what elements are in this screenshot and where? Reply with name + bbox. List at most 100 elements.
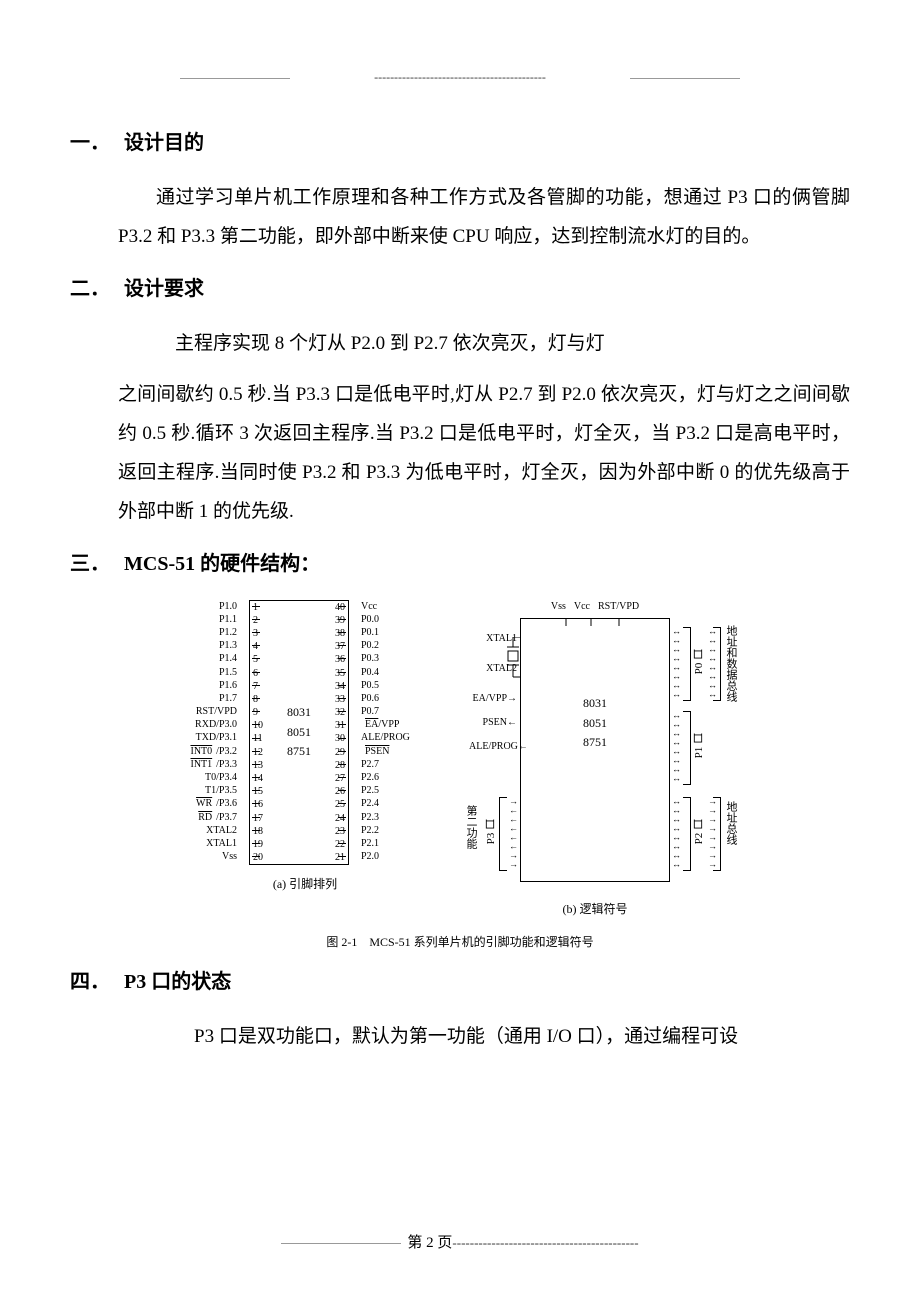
pin-cell: 26 bbox=[335, 785, 345, 798]
pin-cell: 30 bbox=[335, 732, 345, 745]
logic-top-vcc: Vcc bbox=[574, 601, 590, 612]
p2-bracket bbox=[683, 797, 691, 871]
logic-left-ale: ALE/PROG← bbox=[469, 735, 517, 759]
p1-arrows: ↔↔↔↔↔↔↔↔ bbox=[672, 711, 681, 783]
pinout-caption: (a) 引脚排列 bbox=[185, 875, 425, 892]
bus2-label: 地址总线 bbox=[723, 801, 739, 845]
pin-cell: P1.2 bbox=[219, 626, 249, 639]
pin-cell: P2.3 bbox=[349, 811, 379, 824]
para-1: 通过学习单片机工作原理和各种工作方式及各管脚的功能，想通过 P3 口的俩管脚 P… bbox=[118, 179, 850, 257]
pin-cell: RD/P3.7 bbox=[198, 811, 249, 824]
p1-label: P1 口 bbox=[691, 733, 707, 758]
heading-1-num: 一． bbox=[70, 125, 124, 161]
pin-cell: XTAL1 bbox=[206, 837, 249, 850]
pin-cell: P2.5 bbox=[349, 784, 379, 797]
p0-bracket bbox=[683, 627, 691, 701]
pin-cell: 25 bbox=[335, 798, 345, 811]
pin-cell: P2.2 bbox=[349, 824, 379, 837]
pin-cell: P0.1 bbox=[349, 626, 379, 639]
pin-cell: PSEN bbox=[349, 745, 389, 758]
pin-cell: Vss bbox=[222, 850, 249, 863]
heading-3: 三．MCS-51 的硬件结构： bbox=[70, 546, 850, 582]
p2-label: P2 口 bbox=[691, 819, 707, 844]
figure-caption: 图 2-1 MCS-51 系列单片机的引脚功能和逻辑符号 bbox=[170, 933, 750, 950]
pin-cell: P1.3 bbox=[219, 639, 249, 652]
pinout-diagram: P1.0P1.1P1.2P1.3P1.4P1.5P1.6P1.7RST/VPDR… bbox=[185, 600, 425, 893]
pin-cell: 6 bbox=[253, 667, 258, 680]
p3-label: P3 口 bbox=[483, 819, 499, 844]
pin-cell: XTAL2 bbox=[206, 824, 249, 837]
pin-cell: Vcc bbox=[349, 600, 377, 613]
pin-cell: 29 bbox=[335, 746, 345, 759]
pin-cell: P2.7 bbox=[349, 758, 379, 771]
logic-center-8051: 8051 bbox=[583, 714, 607, 733]
top-divider: ----------------------------------------… bbox=[180, 70, 740, 85]
pin-cell: P0.3 bbox=[349, 652, 379, 665]
pin-cell: INT1/P3.3 bbox=[190, 758, 249, 771]
footer-dashes: ----------------------------------------… bbox=[452, 1235, 638, 1250]
p0-label: P0 口 bbox=[691, 649, 707, 674]
pin-cell: 1 bbox=[253, 601, 258, 614]
pin-cell: 39 bbox=[335, 614, 345, 627]
heading-2-num: 二． bbox=[70, 271, 124, 307]
pin-cell: 7 bbox=[253, 680, 258, 693]
pin-cell: 19 bbox=[253, 838, 263, 851]
logic-left-ea: EA/VPP→ bbox=[469, 687, 517, 711]
pin-cell: 35 bbox=[335, 667, 345, 680]
chip-center-label: 8031 bbox=[287, 705, 311, 721]
p1-bracket bbox=[683, 711, 691, 785]
pin-cell: 31 bbox=[335, 719, 345, 732]
top-dashes: ----------------------------------------… bbox=[374, 70, 546, 84]
pin-cell: 10 bbox=[253, 719, 263, 732]
heading-4-num: 四． bbox=[70, 964, 124, 1000]
pin-cell: P1.0 bbox=[219, 600, 249, 613]
pin-cell: 32 bbox=[335, 706, 345, 719]
logic-symbol-diagram: Vss Vcc RST/VPD XTAL1 XTAL2 bbox=[455, 600, 735, 917]
logic-top-vss: Vss bbox=[551, 601, 566, 612]
pin-cell: 24 bbox=[335, 812, 345, 825]
chip-center-label: 8051 bbox=[287, 725, 311, 741]
pin-cell: WR/P3.6 bbox=[196, 797, 249, 810]
bus2-arrows: →→→→→→→→ bbox=[708, 797, 717, 869]
pin-cell: T1/P3.5 bbox=[205, 784, 249, 797]
p2-arrows: ↔↔↔↔↔↔↔↔ bbox=[672, 797, 681, 869]
pin-cell: 15 bbox=[253, 785, 263, 798]
pin-cell: 20 bbox=[253, 851, 263, 864]
pin-cell: P2.0 bbox=[349, 850, 379, 863]
logic-center-8751: 8751 bbox=[583, 733, 607, 752]
pin-cell: EA/VPP bbox=[349, 718, 399, 731]
pin-cell: P1.5 bbox=[219, 666, 249, 679]
pin-cell: 27 bbox=[335, 772, 345, 785]
pin-cell: 36 bbox=[335, 653, 345, 666]
para-2b: 之间间歇约 0.5 秒.当 P3.3 口是低电平时,灯从 P2.7 到 P2.0… bbox=[118, 376, 850, 532]
pin-cell: 28 bbox=[335, 759, 345, 772]
pin-cell: 8 bbox=[253, 693, 258, 706]
pin-cell: P0.2 bbox=[349, 639, 379, 652]
pin-cell: P0.7 bbox=[349, 705, 379, 718]
pin-cell: P2.4 bbox=[349, 797, 379, 810]
chip-center-label: 8751 bbox=[287, 744, 311, 760]
pin-cell: P2.1 bbox=[349, 837, 379, 850]
heading-1: 一．设计目的 bbox=[70, 125, 850, 161]
pin-cell: 2 bbox=[253, 614, 258, 627]
para-4: P3 口是双功能口，默认为第一功能（通用 I/O 口），通过编程可设 bbox=[118, 1018, 850, 1057]
pin-cell: P0.5 bbox=[349, 679, 379, 692]
para-2a: 主程序实现 8 个灯从 P2.0 到 P2.7 依次亮灭，灯与灯 bbox=[118, 325, 850, 364]
pin-cell: P1.6 bbox=[219, 679, 249, 692]
pin-cell: P0.4 bbox=[349, 666, 379, 679]
pin-cell: 18 bbox=[253, 825, 263, 838]
pin-cell: P0.0 bbox=[349, 613, 379, 626]
pin-cell: P0.6 bbox=[349, 692, 379, 705]
logic-top-ticks bbox=[521, 618, 671, 628]
pin-cell: 22 bbox=[335, 838, 345, 851]
pin-cell: 38 bbox=[335, 627, 345, 640]
pin-cell: T0/P3.4 bbox=[205, 771, 249, 784]
pin-cell: P2.6 bbox=[349, 771, 379, 784]
pin-cell: 11 bbox=[253, 732, 263, 745]
pin-cell: 14 bbox=[253, 772, 263, 785]
pin-cell: 9 bbox=[253, 706, 258, 719]
bus0-arrows: ↔↔↔↔↔↔↔↔ bbox=[708, 627, 717, 699]
pin-cell: 3 bbox=[253, 627, 258, 640]
logic-left-psen: PSEN← bbox=[469, 711, 517, 735]
pin-cell: 16 bbox=[253, 798, 263, 811]
